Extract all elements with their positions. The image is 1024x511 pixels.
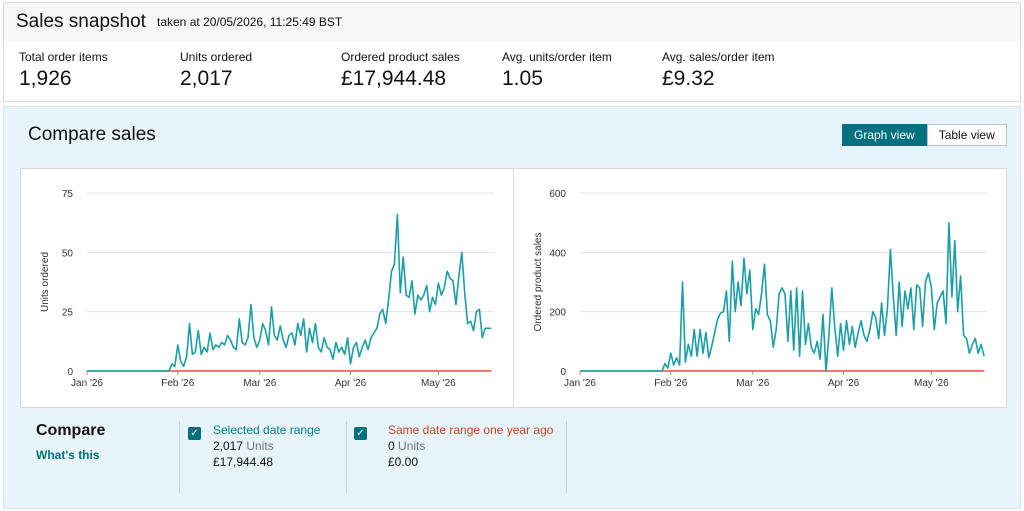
x-tick-label: May '26 <box>421 378 456 389</box>
y-tick-label: 400 <box>549 248 566 259</box>
y-axis-label: Ordered product sales <box>533 233 544 332</box>
selected-range-series: Selected date range 2,017 Units £17,944.… <box>213 422 353 470</box>
series-sales: £17,944.48 <box>213 455 274 469</box>
series-label: Selected date range <box>213 423 321 437</box>
x-tick-label: Jan '26 <box>71 378 103 389</box>
series-units: 0 Units <box>388 438 560 454</box>
ordered-product-sales-chart: 0 200 400 600 Jan '26 Feb '26 Mar '26 Apr '26 Ma… <box>533 189 987 389</box>
metric-value: 1,926 <box>19 67 72 90</box>
x-tick-label: May '26 <box>914 378 949 389</box>
selected-range-checkbox[interactable]: ✓ <box>188 427 201 440</box>
graph-view-button[interactable]: Graph view <box>842 124 927 146</box>
metric-label: Avg. sales/order item <box>662 50 775 64</box>
compare-footer-title: Compare <box>36 422 106 439</box>
metric-value: £9.32 <box>662 67 715 90</box>
metric-label: Units ordered <box>180 50 253 64</box>
metric-label: Ordered product sales <box>341 50 460 64</box>
units-word: Units <box>398 439 426 453</box>
x-tick-label: Jan '26 <box>564 378 596 389</box>
view-toggle: Graph view Table view <box>842 124 1007 146</box>
x-tick-label: Feb '26 <box>161 378 194 389</box>
series-line-selected-range <box>87 213 492 372</box>
units-ordered-chart: 0 25 50 75 Jan '26 Feb '26 Mar '26 Apr '26 May '… <box>40 189 494 389</box>
units-ordered-chart-card: 0 25 50 75 Jan '26 Feb '26 Mar '26 Apr '26 May '… <box>20 168 514 408</box>
metric-total-order-items: Total order items 1,926 <box>19 50 108 91</box>
whats-this-link[interactable]: What's this <box>36 448 100 462</box>
series-line-selected-range <box>580 221 985 372</box>
page-title: Sales snapshot <box>16 11 146 32</box>
metric-label: Avg. units/order item <box>502 50 612 64</box>
y-tick-label: 0 <box>67 367 73 378</box>
divider <box>179 421 180 493</box>
metric-label: Total order items <box>19 50 108 64</box>
metric-units-ordered: Units ordered 2,017 <box>180 50 252 91</box>
divider <box>566 421 567 493</box>
y-axis-label: Units ordered <box>40 252 51 312</box>
y-tick-label: 200 <box>549 308 566 319</box>
x-tick-label: Mar '26 <box>736 378 769 389</box>
metric-avg-units-per-order-item: Avg. units/order item 1.05 <box>502 50 612 91</box>
divider <box>346 421 347 493</box>
snapshot-header: Sales snapshot taken at 20/05/2026, 11:2… <box>3 2 1021 43</box>
metric-value: £17,944.48 <box>341 67 447 90</box>
metric-ordered-product-sales: Ordered product sales £17,944.48 <box>341 50 460 91</box>
units-value: 0 <box>388 439 395 453</box>
metric-avg-sales-per-order-item: Avg. sales/order item £9.32 <box>662 50 775 91</box>
y-tick-label: 75 <box>62 189 74 200</box>
ordered-product-sales-chart-card: 0 200 400 600 Jan '26 Feb '26 Mar '26 Apr '26 Ma… <box>513 168 1007 408</box>
compare-footer: Compare What's this ✓ Selected date rang… <box>20 421 1010 496</box>
y-tick-label: 600 <box>549 189 566 200</box>
series-units: 2,017 Units <box>213 438 353 454</box>
prior-year-checkbox[interactable]: ✓ <box>354 427 367 440</box>
units-word: Units <box>246 439 274 453</box>
x-tick-label: Apr '26 <box>828 378 860 389</box>
units-value: 2,017 <box>213 439 244 453</box>
compare-sales-title: Compare sales <box>28 124 156 145</box>
metric-value: 2,017 <box>180 67 233 90</box>
prior-year-series: Same date range one year ago 0 Units £0.… <box>388 422 560 470</box>
series-sales: £0.00 <box>388 455 419 469</box>
x-tick-label: Mar '26 <box>243 378 276 389</box>
table-view-button[interactable]: Table view <box>926 124 1007 146</box>
metric-value: 1.05 <box>502 67 543 90</box>
metrics-bar: Total order items 1,926 Units ordered 2,… <box>3 42 1021 102</box>
x-tick-label: Feb '26 <box>654 378 687 389</box>
snapshot-timestamp: taken at 20/05/2026, 11:25:49 BST <box>157 15 343 29</box>
series-label: Same date range one year ago <box>388 423 554 437</box>
y-tick-label: 0 <box>560 367 566 378</box>
x-tick-label: Apr '26 <box>335 378 367 389</box>
compare-sales-panel: Compare sales Graph view Table view 0 25 5… <box>3 106 1021 509</box>
y-tick-label: 25 <box>62 308 74 319</box>
y-tick-label: 50 <box>62 248 74 259</box>
